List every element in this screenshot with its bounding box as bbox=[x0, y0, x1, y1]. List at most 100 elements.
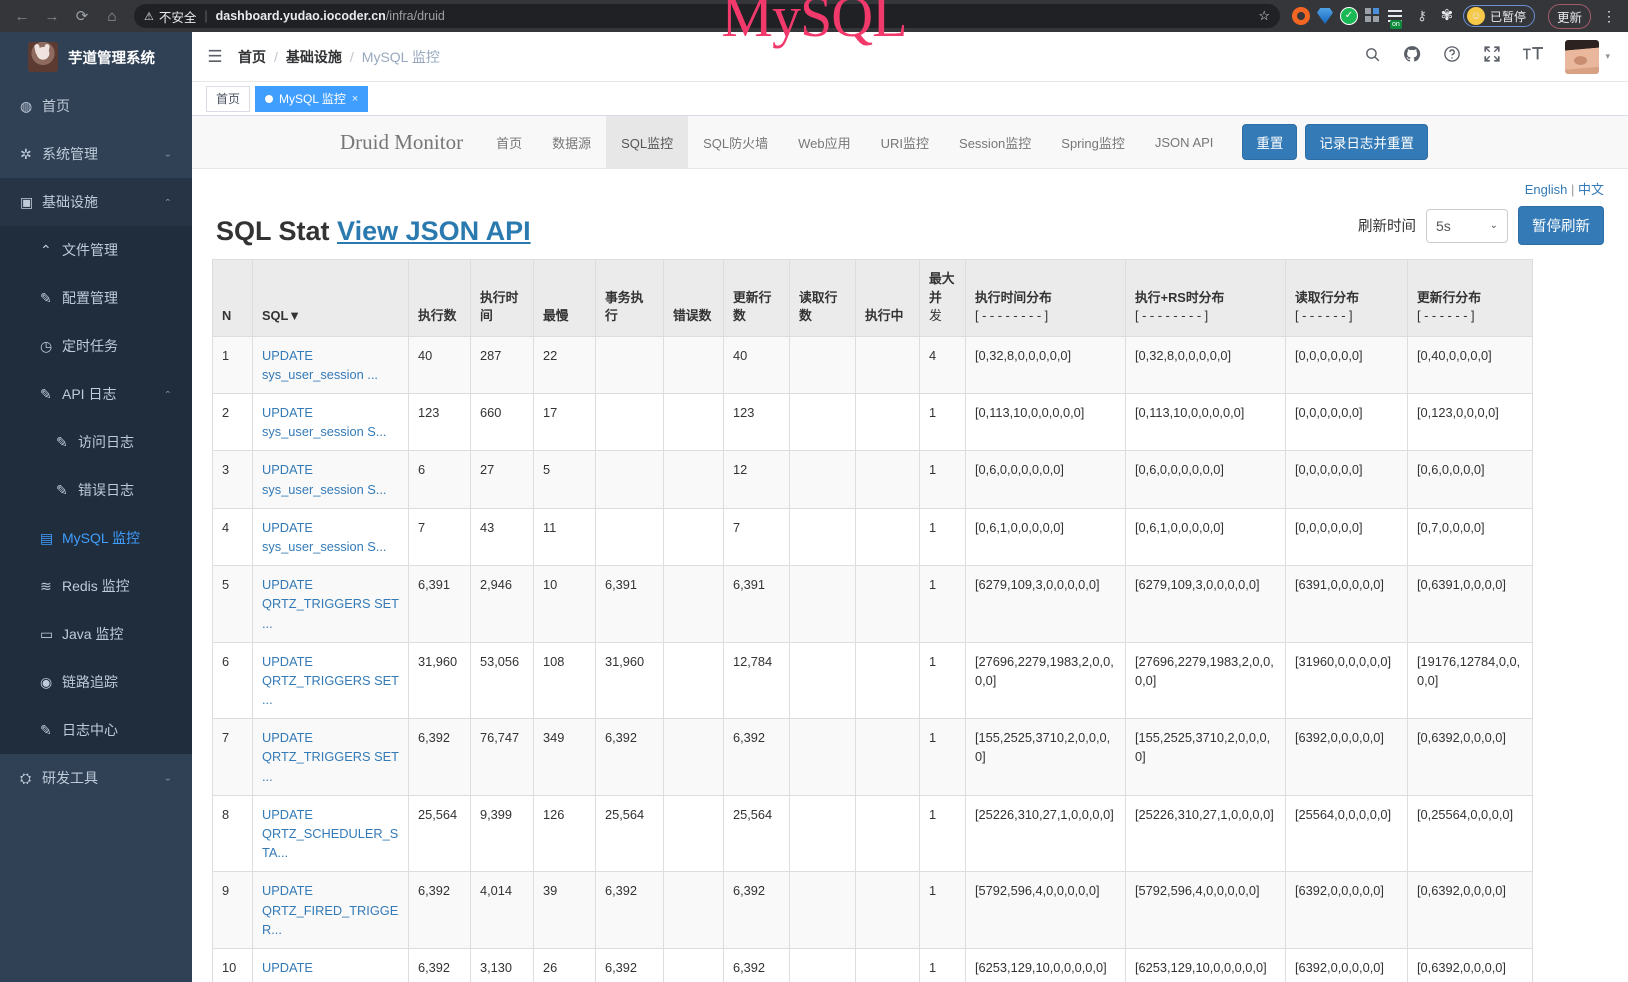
sql-link[interactable]: UPDATE sys_user_session S... bbox=[262, 462, 387, 497]
cell-sql[interactable]: UPDATE QRTZ_FIRED_TRIGGER... bbox=[252, 871, 409, 949]
sidebar-item-10[interactable]: ≋ Redis 监控 bbox=[0, 562, 192, 610]
profile-paused-pill[interactable]: ☺ 已暂停 bbox=[1462, 5, 1535, 27]
lang-chinese[interactable]: 中文 bbox=[1577, 182, 1604, 197]
forward-icon[interactable]: → bbox=[44, 7, 60, 25]
cell-d1: [27696,2279,1983,2,0,0,0,0] bbox=[965, 641, 1126, 720]
table-row: 2 UPDATE sys_user_session S... 123 660 17 123… bbox=[212, 393, 1533, 452]
search-icon[interactable] bbox=[1364, 46, 1381, 68]
cell-d2: [0,113,10,0,0,0,0,0] bbox=[1125, 393, 1286, 452]
druid-action-button-1[interactable]: 记录日志并重置 bbox=[1305, 124, 1428, 160]
cell-sql[interactable]: UPDATE QRTZ_TRIGGERS SET ... bbox=[252, 565, 409, 643]
sql-stat-table-wrap: N SQL▼ 执行数 执行时间 最慢 事务执行 错误数 更新行数 读取行数 执行中 最大并发执行时间… bbox=[192, 247, 1628, 982]
chrome-menu-icon[interactable]: ⋮ bbox=[1602, 8, 1616, 24]
cell-d1: [0,113,10,0,0,0,0,0] bbox=[965, 393, 1126, 452]
druid-nav-2[interactable]: SQL监控 bbox=[606, 116, 689, 169]
cell-sql[interactable]: UPDATE sys_user_session S... bbox=[252, 507, 409, 567]
druid-nav-8[interactable]: JSON API bbox=[1154, 134, 1214, 150]
cell-d1: [25226,310,27,1,0,0,0,0] bbox=[965, 794, 1126, 873]
puzzle-extension-icon[interactable]: ✾ bbox=[1440, 7, 1454, 24]
sql-link[interactable]: UPDATE QRTZ_TRIGGERS SET ... bbox=[262, 653, 399, 708]
view-json-api-link[interactable]: View JSON API bbox=[337, 216, 531, 246]
column-header-7: 更新行数 bbox=[723, 259, 790, 337]
sql-link[interactable]: UPDATE QRTZ_FIRED_TRIGGER... bbox=[262, 883, 399, 937]
sidebar-item-label: 日志中心 bbox=[62, 722, 118, 738]
sql-link[interactable]: UPDATE sys_user_session ... bbox=[262, 347, 378, 382]
sidebar-item-12[interactable]: ◉ 链路追踪 bbox=[0, 658, 192, 706]
grid-extension-icon[interactable] bbox=[1364, 8, 1381, 24]
update-button[interactable]: 更新 bbox=[1547, 3, 1591, 29]
hamburger-icon[interactable]: ☰ bbox=[207, 46, 223, 66]
cell-tx: 25,564 bbox=[595, 794, 664, 873]
cell-sql[interactable]: UPDATE sys_user_session ... bbox=[252, 335, 409, 395]
orange-circle-extension-icon[interactable] bbox=[1291, 7, 1310, 25]
cell-sql[interactable]: UPDATE sys_user_session S... bbox=[252, 393, 409, 452]
sidebar-item-5[interactable]: ◷ 定时任务 bbox=[0, 322, 192, 370]
key-extension-icon[interactable]: ⚷ bbox=[1417, 8, 1427, 23]
druid-nav-6[interactable]: Session监控 bbox=[959, 135, 1032, 151]
breadcrumb-root[interactable]: 首页 bbox=[238, 48, 266, 65]
cell-sql[interactable]: UPDATE QRTZ_SCHEDULER_STA... bbox=[252, 794, 409, 873]
github-icon[interactable] bbox=[1403, 45, 1421, 68]
druid-brand[interactable]: Druid Monitor bbox=[340, 129, 464, 154]
druid-nav-7[interactable]: Spring监控 bbox=[1061, 135, 1125, 151]
sidebar-item-14[interactable]: ⛭ 研发工具 ⌄ bbox=[0, 754, 192, 802]
sidebar-item-1[interactable]: ✲ 系统管理 ⌄ bbox=[0, 130, 192, 178]
view-tab-0[interactable]: 首页 bbox=[206, 85, 251, 112]
druid-nav-5[interactable]: URI监控 bbox=[880, 135, 930, 151]
cell-sql[interactable]: UPDATE QRTZ_TRIGGERS SET ... bbox=[252, 718, 409, 796]
cell-sql[interactable]: UPDATE QRTZ_TRIGGERS SET ... bbox=[252, 641, 409, 720]
font-size-icon[interactable] bbox=[1523, 45, 1544, 68]
sql-link[interactable]: UPDATE sys_user_session S... bbox=[262, 405, 387, 440]
sidebar-item-2[interactable]: ▣ 基础设施 ⌃ bbox=[0, 178, 192, 226]
address-bar[interactable]: ⚠ 不安全 | dashboard.yudao.iocoder.cn /infr… bbox=[134, 4, 1280, 28]
sidebar-item-6[interactable]: ✎ API 日志 ⌃ bbox=[0, 370, 192, 418]
view-tab-1[interactable]: MySQL 监控 × bbox=[255, 85, 369, 112]
sql-link[interactable]: UPDATE QRTZ_CRON_TRIGGERS... bbox=[262, 959, 398, 982]
sql-link[interactable]: UPDATE sys_user_session S... bbox=[262, 519, 387, 554]
reload-icon[interactable]: ⟳ bbox=[75, 8, 89, 25]
sidebar-item-4[interactable]: ✎ 配置管理 bbox=[0, 274, 192, 322]
cell-ing bbox=[855, 871, 920, 949]
bookmark-star-icon[interactable]: ☆ bbox=[1258, 8, 1270, 23]
refresh-interval-select[interactable]: 5s ⌄ bbox=[1426, 208, 1508, 243]
sql-link[interactable]: UPDATE QRTZ_TRIGGERS SET ... bbox=[262, 577, 399, 631]
user-menu[interactable]: ▾ bbox=[1565, 39, 1610, 74]
sql-link[interactable]: UPDATE QRTZ_SCHEDULER_STA... bbox=[262, 806, 399, 861]
fullscreen-icon[interactable] bbox=[1483, 45, 1501, 68]
druid-action-button-0[interactable]: 重置 bbox=[1242, 124, 1298, 160]
green-check-extension-icon[interactable]: ✓ bbox=[1339, 7, 1358, 25]
druid-nav-1[interactable]: 数据源 bbox=[552, 135, 592, 151]
cell-upd: 6,392 bbox=[723, 871, 790, 949]
back-icon[interactable]: ← bbox=[14, 7, 30, 25]
cell-time: 43 bbox=[470, 507, 534, 567]
pause-refresh-button[interactable]: 暂停刷新 bbox=[1518, 206, 1604, 245]
druid-nav-4[interactable]: Web应用 bbox=[798, 135, 851, 151]
cell-upd: 7 bbox=[723, 507, 790, 567]
sidebar-item-label: 定时任务 bbox=[62, 338, 118, 354]
sidebar-item-8[interactable]: ✎ 错误日志 bbox=[0, 466, 192, 514]
sidebar-item-7[interactable]: ✎ 访问日志 bbox=[0, 418, 192, 466]
sidebar-item-13[interactable]: ✎ 日志中心 bbox=[0, 706, 192, 754]
lang-english[interactable]: English bbox=[1524, 182, 1568, 197]
sql-link[interactable]: UPDATE QRTZ_TRIGGERS SET ... bbox=[262, 730, 399, 784]
cell-sql[interactable]: UPDATE sys_user_session S... bbox=[252, 450, 409, 509]
blue-diamond-extension-icon[interactable] bbox=[1317, 8, 1333, 24]
sidebar-item-11[interactable]: ▭ Java 监控 bbox=[0, 610, 192, 658]
sidebar-item-3[interactable]: ⌃ 文件管理 bbox=[0, 226, 192, 274]
druid-nav-3[interactable]: SQL防火墙 bbox=[703, 135, 769, 151]
close-icon[interactable]: × bbox=[351, 92, 359, 105]
breadcrumb-mid[interactable]: 基础设施 bbox=[285, 48, 342, 65]
cell-err bbox=[663, 565, 724, 643]
sidebar-item-9[interactable]: ▤ MySQL 监控 bbox=[0, 514, 192, 562]
druid-nav-0[interactable]: 首页 bbox=[496, 135, 523, 151]
column-header-1[interactable]: SQL▼ bbox=[252, 259, 409, 337]
help-icon[interactable] bbox=[1443, 45, 1461, 68]
sidebar-item-0[interactable]: ◍ 首页 bbox=[0, 82, 192, 130]
sidebar-item-label: API 日志 bbox=[62, 386, 117, 402]
sidebar-brand[interactable]: 芋道管理系统 bbox=[0, 32, 192, 82]
home-icon[interactable]: ⌂ bbox=[107, 7, 117, 25]
cell-ing bbox=[855, 947, 920, 982]
list-extension-icon[interactable]: on bbox=[1387, 7, 1406, 29]
cell-sql[interactable]: UPDATE QRTZ_CRON_TRIGGERS... bbox=[252, 947, 409, 982]
